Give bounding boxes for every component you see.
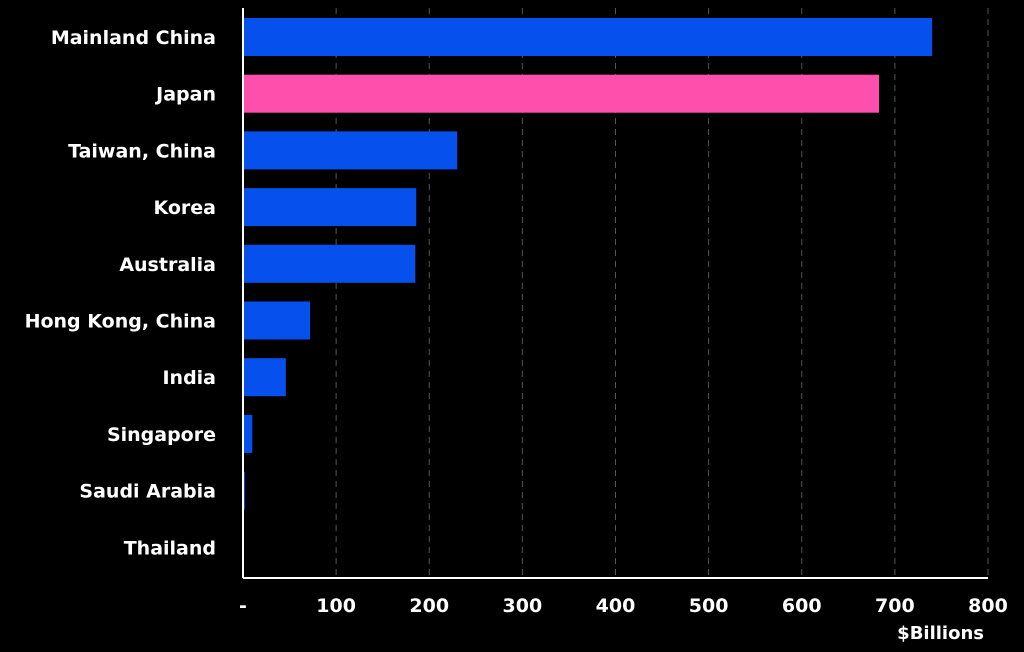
bars [243, 18, 933, 510]
category-label: Thailand [124, 537, 216, 559]
tick-labels: - 100 200 300 400 500 600 700 800 [239, 595, 1008, 617]
category-label: Hong Kong, China [25, 311, 216, 333]
bar [243, 358, 286, 397]
bar [243, 414, 253, 453]
x-tick-label: 400 [596, 595, 636, 617]
category-label: Mainland China [51, 27, 216, 49]
category-label: India [162, 367, 216, 389]
x-tick-label: 700 [875, 595, 915, 617]
bar [243, 18, 933, 56]
gridlines [335, 8, 989, 578]
category-label: Singapore [107, 424, 216, 446]
x-tick-label: 200 [409, 595, 449, 617]
category-label: Japan [154, 84, 216, 106]
x-tick-label: 800 [968, 595, 1008, 617]
x-axis-unit-label: $Billions [897, 623, 984, 644]
category-labels: Mainland China Japan Taiwan, China Korea Aus… [25, 27, 216, 559]
x-tick-label: 600 [782, 595, 822, 617]
bar [243, 244, 416, 283]
bar [243, 301, 311, 340]
x-tick-label: 100 [316, 595, 356, 617]
x-tick-label: 300 [503, 595, 543, 617]
category-label: Korea [153, 197, 216, 219]
bar [243, 131, 458, 170]
category-label: Taiwan, China [68, 140, 216, 162]
bar [243, 188, 417, 227]
category-label: Saudi Arabia [79, 481, 216, 503]
x-tick-label: 500 [689, 595, 729, 617]
x-tick-label: - [239, 595, 247, 617]
axes [242, 8, 988, 579]
bar [243, 74, 880, 113]
category-label: Australia [119, 254, 216, 276]
